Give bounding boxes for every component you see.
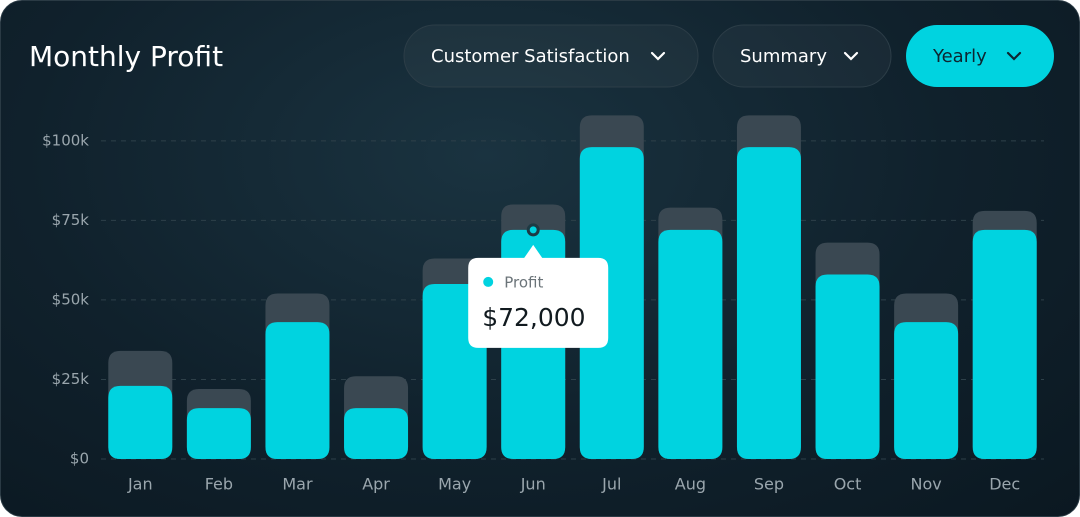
bar xyxy=(894,322,959,459)
x-tick-label: Feb xyxy=(205,475,233,494)
y-tick-label: $0 xyxy=(70,450,89,468)
x-tick-label: Dec xyxy=(989,475,1020,494)
dropdown-bg[interactable] xyxy=(712,24,892,88)
bar xyxy=(736,147,801,459)
x-tick-label: Nov xyxy=(911,475,942,494)
dropdown[interactable]: Customer Satisfaction xyxy=(403,24,699,88)
y-tick-label: $25k xyxy=(52,370,90,388)
tooltip-value: $72,000 xyxy=(482,303,585,332)
dropdown[interactable]: Summary xyxy=(712,24,892,88)
x-tick-label: Jun xyxy=(520,475,546,494)
dropdown-bg[interactable] xyxy=(403,24,699,88)
x-tick-label: Apr xyxy=(362,475,390,494)
x-tick-label: Mar xyxy=(282,475,313,494)
y-tick-label: $50k xyxy=(52,290,90,308)
bar xyxy=(344,408,409,459)
chevron[interactable] xyxy=(1006,51,1022,61)
chevron[interactable] xyxy=(650,51,666,61)
x-tick-label: Oct xyxy=(834,475,862,494)
bar xyxy=(815,274,880,459)
tooltip-swatch xyxy=(483,276,494,287)
y-tick-label: $75k xyxy=(52,211,90,229)
bar xyxy=(186,408,251,459)
x-tick-label: Jan xyxy=(127,475,153,494)
bar xyxy=(579,147,644,459)
dropdown[interactable]: Yearly xyxy=(906,25,1054,87)
dropdown-label[interactable]: Customer Satisfaction xyxy=(431,46,630,67)
tooltip-point xyxy=(526,223,540,237)
tooltip: Profit $72,000 xyxy=(468,244,609,348)
bar xyxy=(972,229,1037,459)
dropdown-label[interactable]: Summary xyxy=(740,46,827,67)
chevron[interactable] xyxy=(843,51,859,61)
y-tick-label: $100k xyxy=(42,131,89,149)
bar xyxy=(108,385,173,459)
bar xyxy=(658,229,723,459)
dropdown-bg[interactable] xyxy=(906,25,1054,87)
dropdown-label[interactable]: Yearly xyxy=(932,46,987,67)
x-tick-label: Jul xyxy=(601,475,621,494)
bar xyxy=(265,322,330,459)
tooltip-box xyxy=(468,244,609,348)
tooltip-series: Profit xyxy=(504,273,543,291)
x-tick-label: May xyxy=(438,475,471,494)
chart-title: Monthly Profit xyxy=(29,40,223,73)
x-tick-label: Aug xyxy=(675,475,706,494)
x-tick-label: Sep xyxy=(754,475,784,494)
